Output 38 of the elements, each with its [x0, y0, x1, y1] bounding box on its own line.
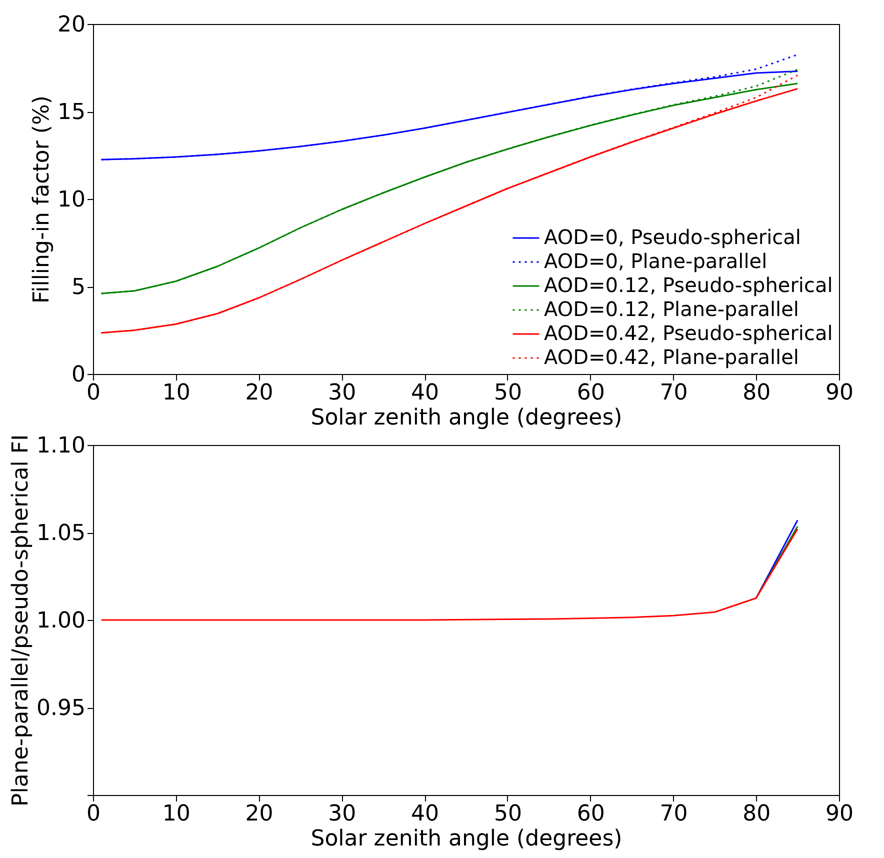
x-tick-label: 70: [660, 380, 688, 406]
legend-label: AOD=0, Plane-parallel: [544, 249, 768, 273]
legend-label: AOD=0.12, Pseudo-spherical: [544, 273, 833, 297]
y-tick-label: 20: [58, 12, 86, 38]
x-tick-label: 70: [660, 802, 688, 826]
legend-label: AOD=0.12, Plane-parallel: [544, 297, 799, 321]
y-tick-label: 0.95: [36, 696, 86, 721]
legend-label: AOD=0.42, Plane-parallel: [544, 345, 799, 369]
x-tick-label: 20: [245, 802, 274, 826]
x-axis-title: Solar zenith angle (degrees): [310, 406, 622, 430]
y-tick-label: 5: [72, 275, 86, 300]
x-tick-label: 30: [328, 380, 356, 406]
line-series: [100, 528, 798, 621]
x-tick-label: 60: [576, 380, 605, 406]
legend-label: AOD=0, Pseudo-spherical: [544, 225, 801, 249]
x-tick-label: 40: [411, 380, 440, 406]
y-tick-label: 10: [58, 188, 86, 212]
x-tick-label: 10: [162, 380, 190, 406]
x-tick-label: 90: [826, 380, 854, 406]
y-tick-label: 1.10: [36, 434, 86, 458]
x-tick-label: 80: [742, 802, 771, 826]
legend-label: AOD=0.42, Pseudo-spherical: [544, 321, 833, 345]
y-axis-title: Plane-parallel/pseudo-spherical FI: [8, 434, 34, 807]
y-tick-label: 1.05: [36, 521, 86, 546]
y-tick-label: 1.00: [36, 608, 86, 634]
y-tick-label: 0: [72, 362, 86, 388]
x-tick-label: 60: [576, 802, 605, 826]
x-tick-label: 10: [162, 802, 190, 826]
y-axis-title: Filling-in factor (%): [30, 96, 55, 304]
x-tick-label: 50: [494, 802, 522, 826]
x-tick-label: 80: [742, 380, 771, 406]
x-axis-title: Solar zenith angle (degrees): [310, 826, 622, 852]
x-tick-label: 30: [328, 802, 356, 826]
x-tick-label: 40: [411, 802, 440, 826]
x-tick-label: 20: [245, 380, 274, 406]
x-tick-label: 90: [826, 802, 854, 826]
x-tick-label: 50: [494, 380, 522, 406]
y-tick-label: 15: [58, 100, 86, 125]
